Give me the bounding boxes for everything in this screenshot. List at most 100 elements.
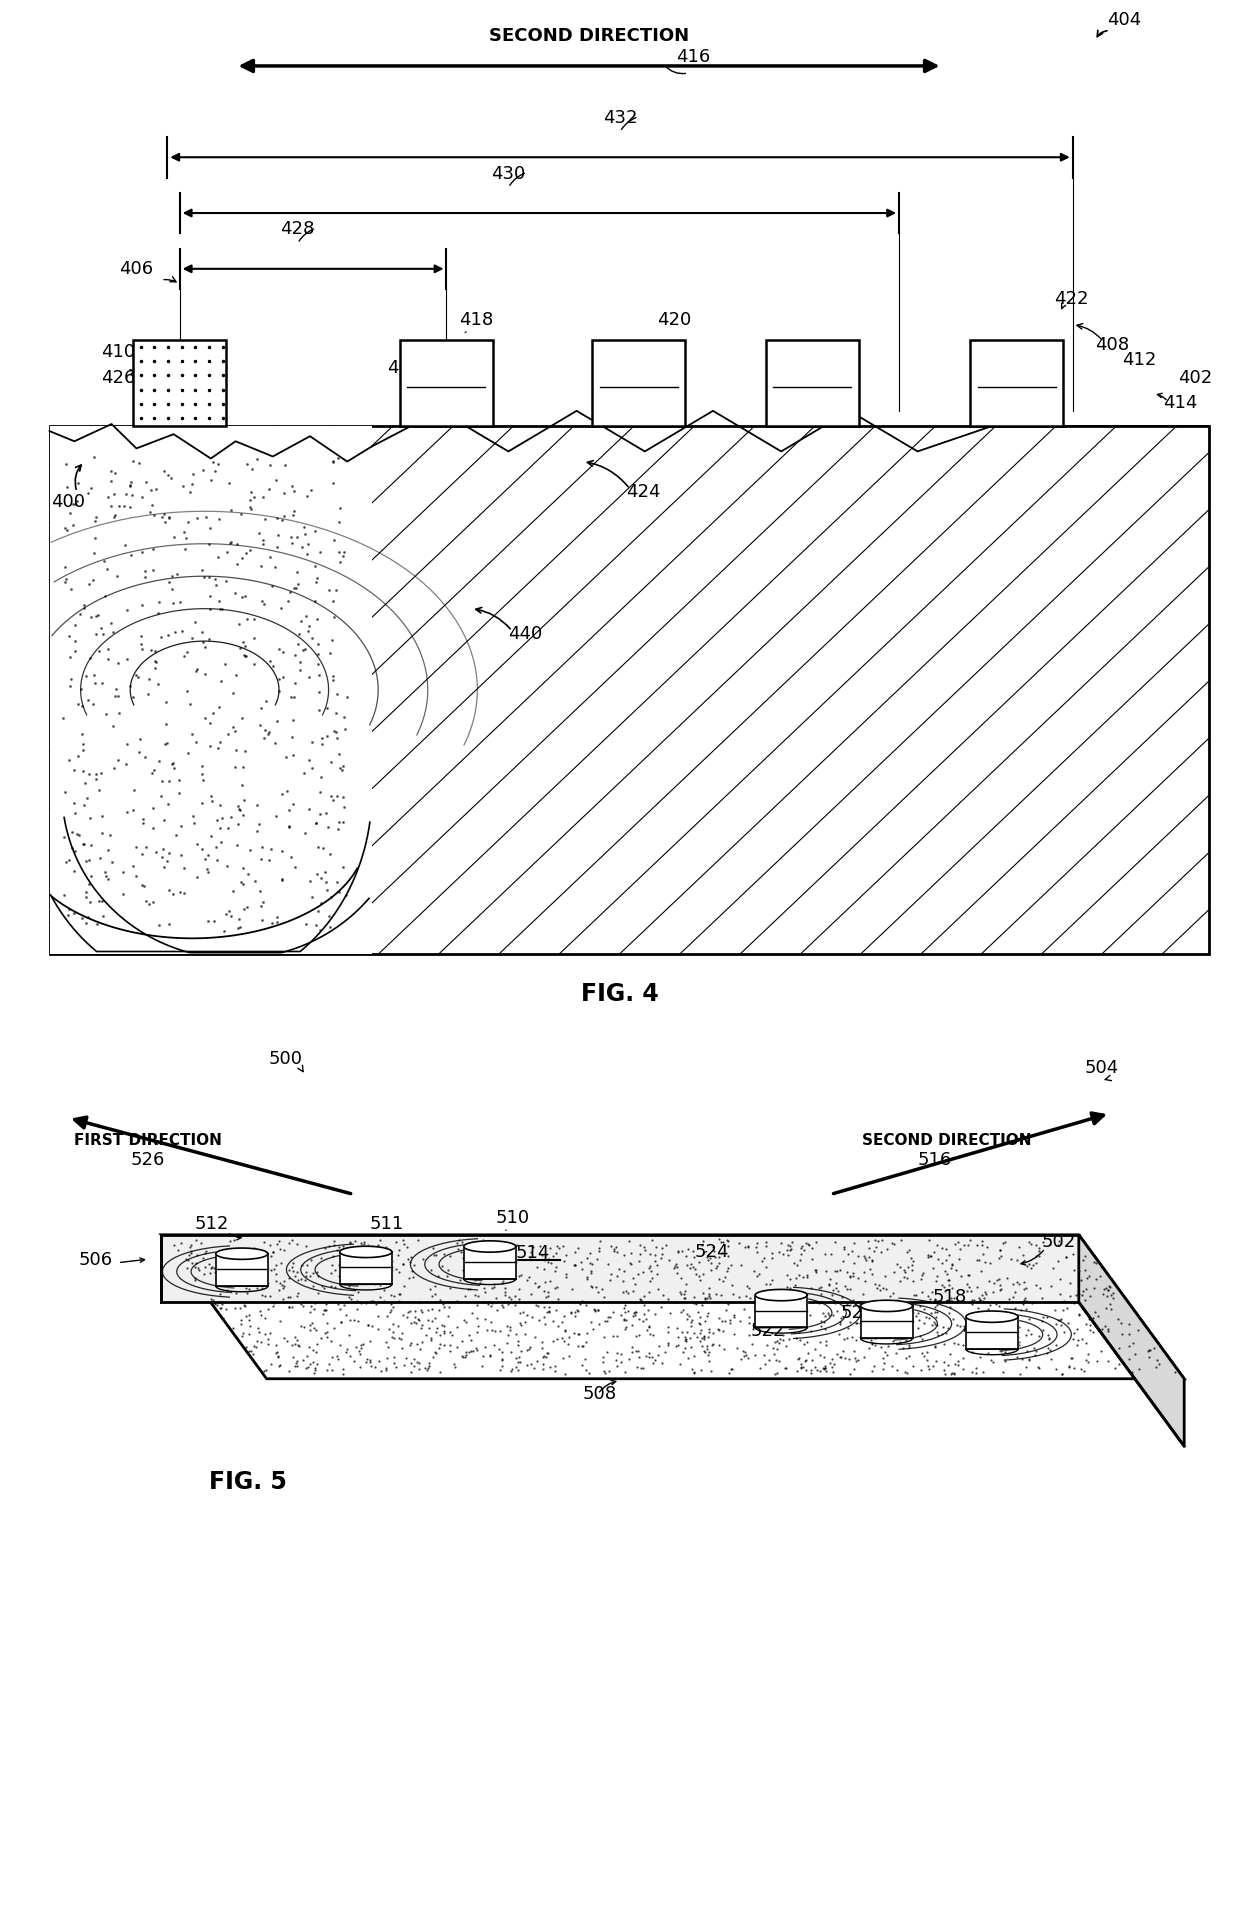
Point <box>115 530 135 561</box>
Point <box>179 507 198 538</box>
Point <box>312 729 332 760</box>
Point <box>170 877 190 907</box>
Point <box>118 595 138 626</box>
Point <box>92 817 112 848</box>
Point <box>64 611 84 641</box>
Point <box>97 553 117 584</box>
Point <box>303 882 322 913</box>
Point <box>227 547 247 578</box>
Point <box>308 603 327 634</box>
Point <box>281 523 301 553</box>
Point <box>246 865 265 896</box>
Point <box>284 475 304 505</box>
Point <box>201 821 221 852</box>
Point <box>228 913 248 944</box>
Point <box>298 616 317 647</box>
Point <box>86 501 105 532</box>
Polygon shape <box>216 1254 268 1286</box>
Point <box>167 559 187 590</box>
Point <box>334 852 353 882</box>
Point <box>154 500 174 530</box>
Point <box>141 475 161 505</box>
Point <box>73 735 93 766</box>
Point <box>237 603 257 634</box>
Point <box>279 794 299 825</box>
Point <box>334 783 353 813</box>
Point <box>319 900 339 930</box>
Point <box>322 586 342 616</box>
Point <box>202 787 222 817</box>
Point <box>311 762 331 792</box>
Point <box>146 647 166 678</box>
Point <box>201 513 221 544</box>
Polygon shape <box>1079 1235 1184 1447</box>
Point <box>255 685 275 716</box>
Point <box>105 679 125 710</box>
Point <box>192 758 212 789</box>
Point <box>73 590 93 620</box>
Point <box>68 741 88 771</box>
Point <box>146 473 166 503</box>
Point <box>114 490 134 521</box>
Point <box>310 660 330 691</box>
Bar <box>133 341 226 427</box>
Point <box>300 475 320 505</box>
Point <box>285 852 305 882</box>
Polygon shape <box>464 1246 516 1279</box>
Point <box>55 513 74 544</box>
Point <box>169 777 188 808</box>
Point <box>247 815 267 846</box>
Point <box>82 829 102 859</box>
Point <box>310 777 330 808</box>
Point <box>77 877 97 907</box>
Point <box>185 607 205 637</box>
Text: SECOND DIRECTION: SECOND DIRECTION <box>489 27 689 44</box>
Point <box>259 844 279 875</box>
Point <box>201 580 221 611</box>
Point <box>187 655 207 685</box>
Point <box>295 634 315 664</box>
Point <box>247 790 267 821</box>
Point <box>57 848 77 879</box>
Bar <box>399 341 494 427</box>
Point <box>305 515 325 545</box>
Point <box>229 903 249 934</box>
Point <box>86 505 105 536</box>
Point <box>149 588 169 618</box>
Point <box>208 448 228 478</box>
Point <box>221 802 241 833</box>
Point <box>234 639 254 670</box>
Point <box>133 869 153 900</box>
Point <box>316 798 336 829</box>
Point <box>241 492 260 523</box>
Point <box>288 568 308 599</box>
Point <box>68 689 88 720</box>
Point <box>140 496 160 526</box>
Point <box>218 720 238 750</box>
Point <box>92 800 112 831</box>
Point <box>182 800 202 831</box>
Point <box>62 833 82 863</box>
Point <box>71 599 91 630</box>
Text: SECOND DIRECTION: SECOND DIRECTION <box>862 1133 1032 1148</box>
Text: 426: 426 <box>100 369 135 387</box>
Point <box>311 888 331 919</box>
Point <box>294 758 314 789</box>
Point <box>303 624 322 655</box>
Point <box>76 768 95 798</box>
Point <box>336 879 356 909</box>
Point <box>267 901 286 932</box>
Point <box>58 894 78 924</box>
Point <box>289 630 309 660</box>
Point <box>275 450 295 480</box>
Point <box>327 442 347 473</box>
Point <box>317 720 337 750</box>
Point <box>233 626 253 657</box>
Point <box>232 769 252 800</box>
Point <box>56 777 76 808</box>
Point <box>255 716 275 746</box>
Point <box>283 741 303 771</box>
Point <box>272 865 291 896</box>
Point <box>162 748 182 779</box>
Point <box>64 488 84 519</box>
